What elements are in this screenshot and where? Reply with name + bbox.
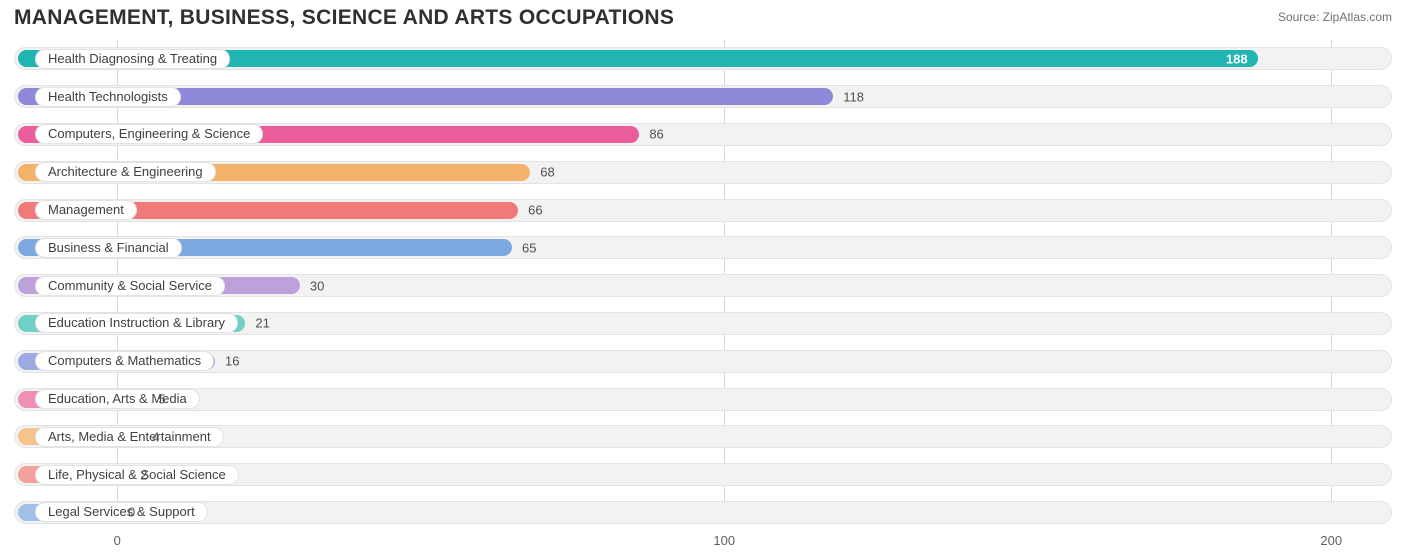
bar-row: Arts, Media & Entertainment4 <box>14 418 1392 456</box>
bar-track: Community & Social Service 30 <box>14 274 1392 297</box>
value-label: 0 <box>128 505 135 520</box>
bar-track: Arts, Media & Entertainment4 <box>14 425 1392 448</box>
bar-track: Health Diagnosing & Treating 188 <box>14 47 1392 70</box>
category-label: Computers & Mathematics <box>35 351 214 371</box>
value-label: 2 <box>140 467 147 482</box>
value-label: 118 <box>843 89 864 104</box>
x-axis: 0 100 200 <box>14 531 1392 557</box>
value-label: 68 <box>540 165 554 180</box>
chart-area: Health Diagnosing & Treating 188 Health Te… <box>0 34 1406 532</box>
bar-row: Community & Social Service 30 <box>14 267 1392 305</box>
bar-row: Health Diagnosing & Treating 188 <box>14 40 1392 78</box>
category-label: Health Technologists <box>35 87 181 107</box>
bar-track: Education Instruction & Library 21 <box>14 312 1392 335</box>
source-attribution: Source: ZipAtlas.com <box>1278 6 1392 24</box>
category-label: Architecture & Engineering <box>35 162 216 182</box>
x-tick-label: 0 <box>114 533 121 548</box>
bar-row: Health Technologists 118 <box>14 78 1392 116</box>
category-label: Management <box>35 200 137 220</box>
value-label: 86 <box>649 127 663 142</box>
bar-track: Business & Financial 65 <box>14 236 1392 259</box>
bar-row: Computers, Engineering & Science 86 <box>14 116 1392 154</box>
x-tick-label: 200 <box>1320 533 1342 548</box>
value-label: 30 <box>310 278 324 293</box>
value-label: 5 <box>158 392 165 407</box>
category-label: Community & Social Service <box>35 276 225 296</box>
bar-track: Legal Services & Support0 <box>14 501 1392 524</box>
category-label: Business & Financial <box>35 238 182 258</box>
bar-row: Architecture & Engineering 68 <box>14 153 1392 191</box>
category-label: Arts, Media & Entertainment <box>35 427 224 447</box>
bar-track: Computers & Mathematics 16 <box>14 350 1392 373</box>
value-label: 66 <box>528 203 542 218</box>
bar-row: Life, Physical & Social Science2 <box>14 456 1392 494</box>
value-label: 65 <box>522 240 536 255</box>
x-tick-label: 100 <box>713 533 735 548</box>
category-label: Legal Services & Support <box>35 502 208 522</box>
bar-row: Computers & Mathematics 16 <box>14 342 1392 380</box>
bar-row: Education Instruction & Library 21 <box>14 305 1392 343</box>
value-label: 188 <box>1226 51 1248 66</box>
bars-container: Health Diagnosing & Treating 188 Health Te… <box>14 40 1392 531</box>
bar-track: Management 66 <box>14 199 1392 222</box>
value-label: 16 <box>225 354 239 369</box>
bar-row: Education, Arts & Media5 <box>14 380 1392 418</box>
chart-title: MANAGEMENT, BUSINESS, SCIENCE AND ARTS O… <box>14 6 674 30</box>
category-label: Education, Arts & Media <box>35 389 200 409</box>
category-label: Health Diagnosing & Treating <box>35 49 230 69</box>
chart-header: MANAGEMENT, BUSINESS, SCIENCE AND ARTS O… <box>0 0 1406 34</box>
value-label: 21 <box>255 316 269 331</box>
value-label: 4 <box>152 429 159 444</box>
chart-plot: Health Diagnosing & Treating 188 Health Te… <box>14 40 1392 532</box>
category-label: Life, Physical & Social Science <box>35 465 239 485</box>
bar-row: Business & Financial 65 <box>14 229 1392 267</box>
bar-track: Life, Physical & Social Science2 <box>14 463 1392 486</box>
bar-track: Computers, Engineering & Science 86 <box>14 123 1392 146</box>
bar-track: Architecture & Engineering 68 <box>14 161 1392 184</box>
bar-row: Management 66 <box>14 191 1392 229</box>
category-label: Education Instruction & Library <box>35 313 238 333</box>
bar-track: Education, Arts & Media5 <box>14 388 1392 411</box>
bar-row: Legal Services & Support0 <box>14 494 1392 532</box>
category-label: Computers, Engineering & Science <box>35 124 263 144</box>
bar-track: Health Technologists 118 <box>14 85 1392 108</box>
